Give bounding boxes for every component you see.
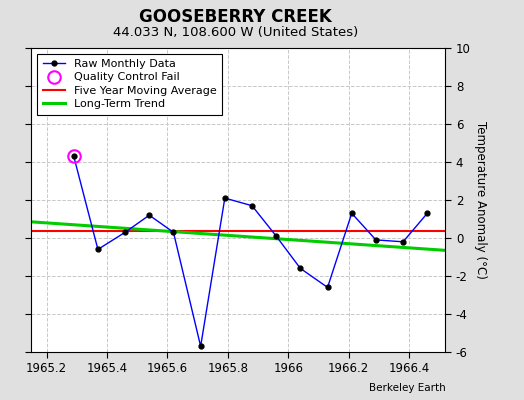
Raw Monthly Data	[324, 285, 331, 290]
Text: 44.033 N, 108.600 W (United States): 44.033 N, 108.600 W (United States)	[113, 26, 358, 39]
Raw Monthly Data	[71, 154, 77, 159]
Raw Monthly Data	[373, 238, 379, 242]
Raw Monthly Data	[400, 239, 406, 244]
Raw Monthly Data	[122, 230, 128, 235]
Raw Monthly Data	[297, 266, 303, 271]
Y-axis label: Temperature Anomaly (°C): Temperature Anomaly (°C)	[474, 121, 487, 279]
Raw Monthly Data	[424, 211, 430, 216]
Legend: Raw Monthly Data, Quality Control Fail, Five Year Moving Average, Long-Term Tren: Raw Monthly Data, Quality Control Fail, …	[37, 54, 222, 115]
Raw Monthly Data	[222, 196, 228, 200]
Raw Monthly Data	[170, 230, 177, 235]
Raw Monthly Data	[273, 234, 279, 238]
Raw Monthly Data	[249, 203, 255, 208]
Line: Raw Monthly Data: Raw Monthly Data	[71, 154, 430, 349]
Raw Monthly Data	[198, 344, 204, 349]
Text: Berkeley Earth: Berkeley Earth	[369, 382, 445, 392]
Raw Monthly Data	[146, 213, 152, 218]
Raw Monthly Data	[348, 211, 355, 216]
Text: GOOSEBERRY CREEK: GOOSEBERRY CREEK	[139, 8, 332, 26]
Raw Monthly Data	[95, 247, 101, 252]
